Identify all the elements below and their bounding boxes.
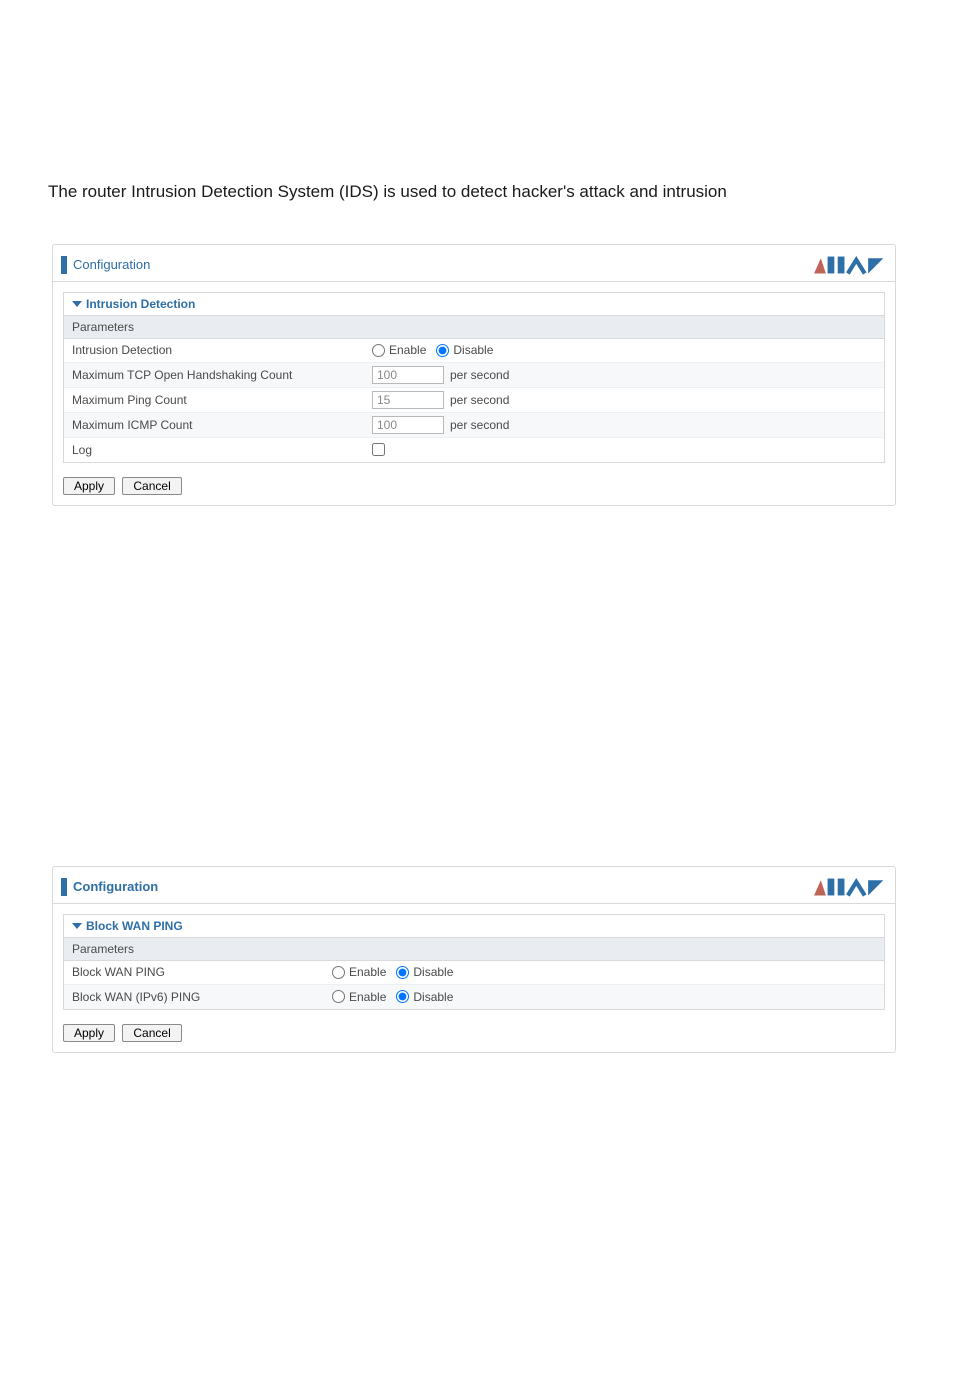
label-tcp-open: Maximum TCP Open Handshaking Count bbox=[72, 368, 372, 382]
config-panel-intrusion: Configuration Intrusion Detection Parame… bbox=[52, 244, 896, 506]
radio-disable[interactable]: Disable bbox=[396, 990, 453, 1004]
radio-enable-input[interactable] bbox=[372, 344, 385, 357]
row-ping: Maximum Ping Count per second bbox=[64, 388, 884, 413]
brand-logo bbox=[809, 873, 885, 901]
label-ping: Maximum Ping Count bbox=[72, 393, 372, 407]
panel-title-accent bbox=[61, 878, 67, 896]
label-icmp: Maximum ICMP Count bbox=[72, 418, 372, 432]
radio-disable[interactable]: Disable bbox=[396, 965, 453, 979]
checkbox-log[interactable] bbox=[372, 443, 385, 456]
suffix-tcp-open: per second bbox=[450, 368, 509, 382]
input-icmp[interactable] bbox=[372, 416, 444, 434]
radio-enable[interactable]: Enable bbox=[332, 990, 386, 1004]
row-block-wan: Block WAN PING Enable Disable bbox=[64, 961, 884, 985]
radio-enable-input[interactable] bbox=[332, 990, 345, 1003]
panel-title: Configuration bbox=[73, 257, 150, 272]
brand-logo bbox=[809, 251, 885, 279]
section-title[interactable]: Intrusion Detection bbox=[64, 293, 884, 316]
radio-enable-label: Enable bbox=[349, 990, 386, 1004]
input-ping[interactable] bbox=[372, 391, 444, 409]
row-icmp: Maximum ICMP Count per second bbox=[64, 413, 884, 438]
intro-text: The router Intrusion Detection System (I… bbox=[0, 0, 954, 244]
radio-disable-input[interactable] bbox=[436, 344, 449, 357]
radio-enable-label: Enable bbox=[349, 965, 386, 979]
row-log: Log bbox=[64, 438, 884, 462]
label-intrusion-detection: Intrusion Detection bbox=[72, 343, 372, 357]
parameters-header: Parameters bbox=[64, 316, 884, 339]
label-block-wan: Block WAN PING bbox=[72, 965, 332, 979]
radio-disable-label: Disable bbox=[453, 343, 493, 357]
section-title[interactable]: Block WAN PING bbox=[64, 915, 884, 938]
button-row: Apply Cancel bbox=[53, 1016, 895, 1052]
section-block-wan: Block WAN PING Parameters Block WAN PING… bbox=[63, 914, 885, 1010]
button-row: Apply Cancel bbox=[53, 469, 895, 505]
radio-disable-input[interactable] bbox=[396, 966, 409, 979]
radio-disable-label: Disable bbox=[413, 965, 453, 979]
suffix-ping: per second bbox=[450, 393, 509, 407]
row-intrusion-detection: Intrusion Detection Enable Disable bbox=[64, 339, 884, 363]
radio-enable[interactable]: Enable bbox=[372, 343, 426, 357]
radio-enable-input[interactable] bbox=[332, 966, 345, 979]
panel-title-accent bbox=[61, 256, 67, 274]
panel-title: Configuration bbox=[73, 879, 158, 894]
apply-button[interactable]: Apply bbox=[63, 477, 115, 495]
panel-header: Configuration bbox=[53, 867, 895, 904]
parameters-header: Parameters bbox=[64, 938, 884, 961]
label-block-wan-ipv6: Block WAN (IPv6) PING bbox=[72, 990, 332, 1004]
radio-disable-input[interactable] bbox=[396, 990, 409, 1003]
cancel-button[interactable]: Cancel bbox=[122, 477, 181, 495]
label-log: Log bbox=[72, 443, 372, 457]
panel-header: Configuration bbox=[53, 245, 895, 282]
row-block-wan-ipv6: Block WAN (IPv6) PING Enable Disable bbox=[64, 985, 884, 1009]
radio-enable-label: Enable bbox=[389, 343, 426, 357]
radio-enable[interactable]: Enable bbox=[332, 965, 386, 979]
cancel-button[interactable]: Cancel bbox=[122, 1024, 181, 1042]
suffix-icmp: per second bbox=[450, 418, 509, 432]
radio-disable[interactable]: Disable bbox=[436, 343, 493, 357]
radio-disable-label: Disable bbox=[413, 990, 453, 1004]
section-intrusion: Intrusion Detection Parameters Intrusion… bbox=[63, 292, 885, 463]
row-tcp-open: Maximum TCP Open Handshaking Count per s… bbox=[64, 363, 884, 388]
apply-button[interactable]: Apply bbox=[63, 1024, 115, 1042]
input-tcp-open[interactable] bbox=[372, 366, 444, 384]
config-panel-block-wan: Configuration Block WAN PING Parameters bbox=[52, 866, 896, 1053]
